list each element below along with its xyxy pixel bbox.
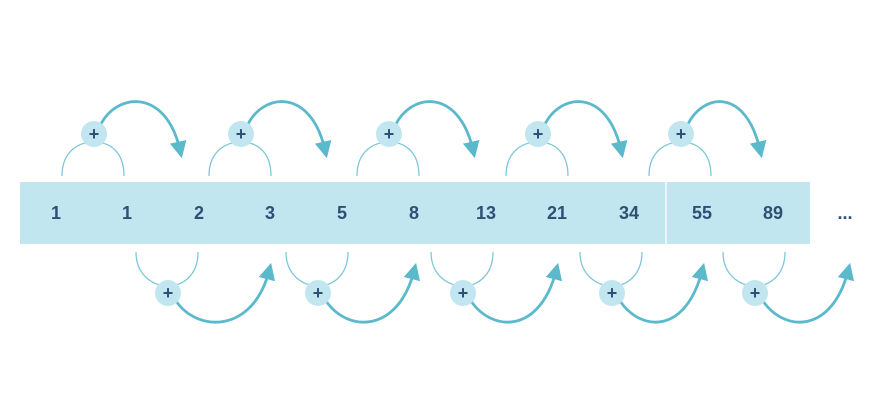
plus-badge (742, 280, 768, 306)
plus-icon: + (458, 283, 469, 303)
plus-icon: + (313, 283, 324, 303)
arrow (393, 100, 480, 159)
plus-icon: + (89, 124, 100, 144)
term-9: 34 (619, 203, 639, 223)
plus-icon: + (533, 124, 544, 144)
continuation-ellipsis: ... (837, 203, 852, 223)
arrow (174, 262, 276, 324)
term-1: 1 (51, 203, 61, 223)
arrow (324, 262, 421, 324)
arrow (761, 262, 855, 324)
term-11: 89 (763, 203, 783, 223)
plus-badge (305, 280, 331, 306)
bracket-arc (505, 141, 569, 177)
plus-badge (228, 121, 254, 147)
term-10: 55 (692, 203, 712, 223)
top-connector-5: + (648, 100, 767, 177)
top-connector-4: + (505, 100, 628, 177)
plus-icon: + (384, 124, 395, 144)
bottom-connector-1: + (135, 251, 276, 324)
plus-badge (525, 121, 551, 147)
addition-connectors: + + + + + + + + + + (61, 100, 855, 324)
plus-icon: + (750, 283, 761, 303)
bottom-connector-5: + (722, 251, 855, 324)
plus-badge (668, 121, 694, 147)
term-2: 1 (122, 203, 132, 223)
bracket-arc (648, 141, 712, 177)
plus-badge (599, 280, 625, 306)
top-connector-3: + (356, 100, 480, 177)
arrow (542, 100, 628, 159)
arrow (618, 262, 709, 324)
strip-background (20, 182, 810, 244)
arrow (469, 262, 563, 324)
arrow (685, 100, 767, 159)
bottom-connector-2: + (285, 251, 421, 324)
term-7: 13 (476, 203, 496, 223)
term-8: 21 (547, 203, 567, 223)
bottom-connector-3: + (430, 251, 563, 324)
bracket-arc (356, 141, 420, 177)
bracket-arc (208, 141, 272, 177)
sequence-terms: 1 1 2 3 5 8 13 21 34 55 89 ... (51, 203, 853, 223)
bottom-connector-4: + (579, 251, 709, 324)
bracket-arc (61, 141, 125, 177)
top-connector-1: + (61, 100, 187, 177)
sequence-strip (20, 182, 810, 244)
term-5: 5 (337, 203, 347, 223)
plus-icon: + (236, 124, 247, 144)
plus-badge (450, 280, 476, 306)
arrow (98, 100, 187, 159)
plus-badge (376, 121, 402, 147)
arrow (245, 100, 332, 159)
plus-badge (155, 280, 181, 306)
plus-icon: + (163, 283, 174, 303)
plus-icon: + (676, 124, 687, 144)
plus-icon: + (607, 283, 618, 303)
term-3: 2 (194, 203, 204, 223)
plus-badge (81, 121, 107, 147)
term-6: 8 (409, 203, 419, 223)
top-connector-2: + (208, 100, 332, 177)
term-4: 3 (265, 203, 275, 223)
